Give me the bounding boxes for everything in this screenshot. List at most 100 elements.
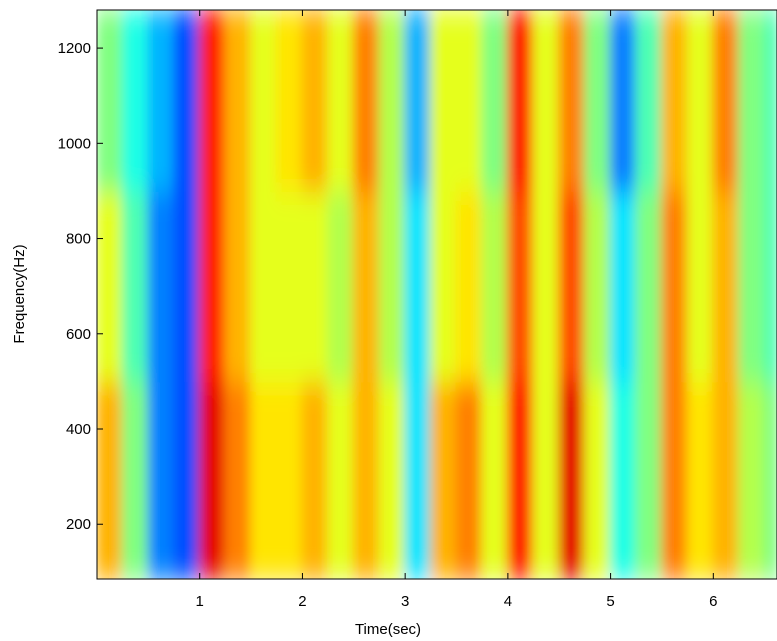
cell: [609, 189, 638, 383]
cell: [686, 380, 715, 579]
cell: [737, 380, 766, 579]
cell: [558, 189, 586, 383]
y-axis-label: Frequency(Hz): [11, 244, 28, 343]
cell: [378, 189, 407, 383]
cell: [455, 380, 484, 579]
cell: [198, 380, 227, 579]
cell: [635, 10, 663, 192]
cell: [121, 189, 150, 383]
x-tick-label: 5: [606, 593, 614, 610]
cell: [532, 10, 561, 192]
cell: [327, 380, 355, 579]
x-tick-label: 1: [196, 593, 204, 610]
cell: [712, 380, 740, 579]
cell: [327, 189, 355, 383]
cell: [429, 10, 458, 192]
x-tick-label: 2: [298, 593, 306, 610]
cell: [147, 10, 176, 192]
cell: [686, 10, 715, 192]
cell: [173, 189, 201, 383]
cell: [275, 189, 304, 383]
cell: [404, 189, 432, 383]
cell: [558, 10, 586, 192]
cell: [173, 380, 201, 579]
cell: [121, 380, 150, 579]
cell: [404, 10, 432, 192]
x-tick-label: 4: [504, 593, 512, 610]
axes: 1 2 3 4 5 6 200 400 600 800 1000 1200: [58, 9, 777, 610]
cell: [224, 189, 253, 383]
cell: [583, 189, 612, 383]
plot-frame: [96, 9, 777, 580]
cell: [532, 380, 561, 579]
cell: [481, 380, 509, 579]
cell: [147, 380, 176, 579]
cell: [378, 10, 407, 192]
cell: [660, 10, 689, 192]
cell: [275, 10, 304, 192]
cell: [97, 189, 124, 383]
y-tick-label: 1000: [58, 135, 91, 152]
cell: [327, 10, 355, 192]
cell: [506, 189, 535, 383]
cell: [737, 10, 766, 192]
cell: [763, 189, 777, 383]
cell: [481, 189, 509, 383]
cell: [250, 380, 278, 579]
cell: [121, 10, 150, 192]
cell: [224, 380, 253, 579]
cell: [609, 380, 638, 579]
cell: [455, 10, 484, 192]
cell: [763, 380, 777, 579]
cell: [455, 189, 484, 383]
x-tick-label: 3: [401, 593, 409, 610]
cell: [686, 189, 715, 383]
cell: [609, 10, 638, 192]
cell: [660, 380, 689, 579]
spectrogram: [97, 10, 777, 579]
cell: [275, 380, 304, 579]
cell: [352, 380, 381, 579]
cell: [506, 10, 535, 192]
cell: [635, 189, 663, 383]
cell: [635, 380, 663, 579]
cell: [558, 380, 586, 579]
cell: [97, 10, 124, 192]
cell: [506, 380, 535, 579]
cell: [712, 10, 740, 192]
cell: [97, 380, 124, 579]
x-tick-label: 6: [709, 593, 717, 610]
cell: [429, 189, 458, 383]
cell: [378, 380, 407, 579]
cell: [429, 380, 458, 579]
cell: [352, 10, 381, 192]
cell: [301, 10, 330, 192]
y-tick-label: 800: [66, 231, 91, 248]
cell: [301, 189, 330, 383]
cell: [147, 189, 176, 383]
cell: [583, 10, 612, 192]
cell: [198, 189, 227, 383]
cell: [583, 380, 612, 579]
cell: [532, 189, 561, 383]
cell: [250, 189, 278, 383]
cell: [481, 10, 509, 192]
plot-area: [97, 10, 777, 579]
cell: [198, 10, 227, 192]
y-tick-label: 400: [66, 421, 91, 438]
cell: [173, 10, 201, 192]
cell: [404, 380, 432, 579]
cell: [250, 10, 278, 192]
cell: [224, 10, 253, 192]
cell: [763, 10, 777, 192]
cell: [712, 189, 740, 383]
x-axis-label: Time(sec): [355, 621, 421, 638]
cell: [352, 189, 381, 383]
y-tick-label: 600: [66, 326, 91, 343]
cell: [301, 380, 330, 579]
cell: [737, 189, 766, 383]
y-tick-label: 200: [66, 516, 91, 533]
cell: [660, 189, 689, 383]
y-tick-label: 1200: [58, 40, 91, 57]
